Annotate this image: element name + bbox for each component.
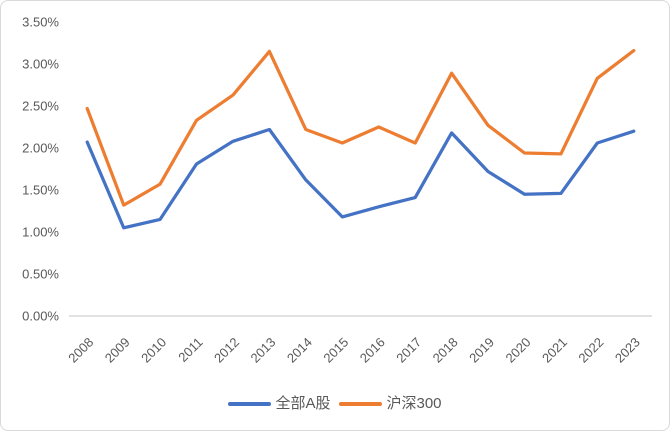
x-axis-tick-label: 2022	[575, 335, 606, 366]
x-axis-tick-label: 2019	[466, 335, 497, 366]
y-axis-tick-label: 2.50%	[22, 99, 59, 114]
x-axis-tick-label: 2021	[539, 335, 570, 366]
x-axis-tick-label: 2010	[138, 335, 169, 366]
x-axis-tick-label: 2008	[65, 335, 96, 366]
x-axis-tick-label: 2011	[175, 335, 205, 365]
legend-line-swatch-blue	[228, 402, 272, 406]
y-axis-tick-label: 2.00%	[22, 141, 59, 156]
x-axis-tick-label: 2016	[357, 335, 388, 366]
x-axis-tick-label: 2017	[393, 335, 424, 366]
legend-line-swatch-orange	[339, 402, 383, 406]
x-axis-tick-label: 2012	[211, 335, 242, 366]
x-axis-tick-label: 2020	[503, 335, 534, 366]
legend-item-all-a-shares: 全部A股	[228, 394, 330, 414]
x-axis-tick-label: 2023	[612, 335, 643, 366]
x-axis-tick-label: 2015	[320, 335, 351, 366]
x-axis-tick-label: 2013	[247, 335, 278, 366]
x-axis-tick-label: 2014	[284, 335, 315, 366]
series-line-csi300	[85, 48, 636, 207]
y-axis-tick-label: 0.00%	[22, 309, 59, 324]
x-axis-tick-label: 2009	[102, 335, 133, 366]
x-axis-tick-label: 2018	[430, 335, 461, 366]
legend-label-all-a-shares: 全部A股	[275, 395, 331, 412]
y-axis-tick-label: 1.00%	[22, 225, 59, 240]
y-axis-tick-label: 3.00%	[22, 57, 59, 72]
legend-item-csi300: 沪深300	[339, 394, 442, 414]
legend: 全部A股 沪深300	[1, 394, 669, 414]
y-axis-tick-label: 3.50%	[22, 15, 59, 30]
series-line-all-a-shares	[85, 127, 636, 230]
legend-label-csi300: 沪深300	[386, 395, 442, 412]
y-axis-tick-label: 1.50%	[22, 183, 59, 198]
y-axis-tick-label: 0.50%	[22, 267, 59, 282]
